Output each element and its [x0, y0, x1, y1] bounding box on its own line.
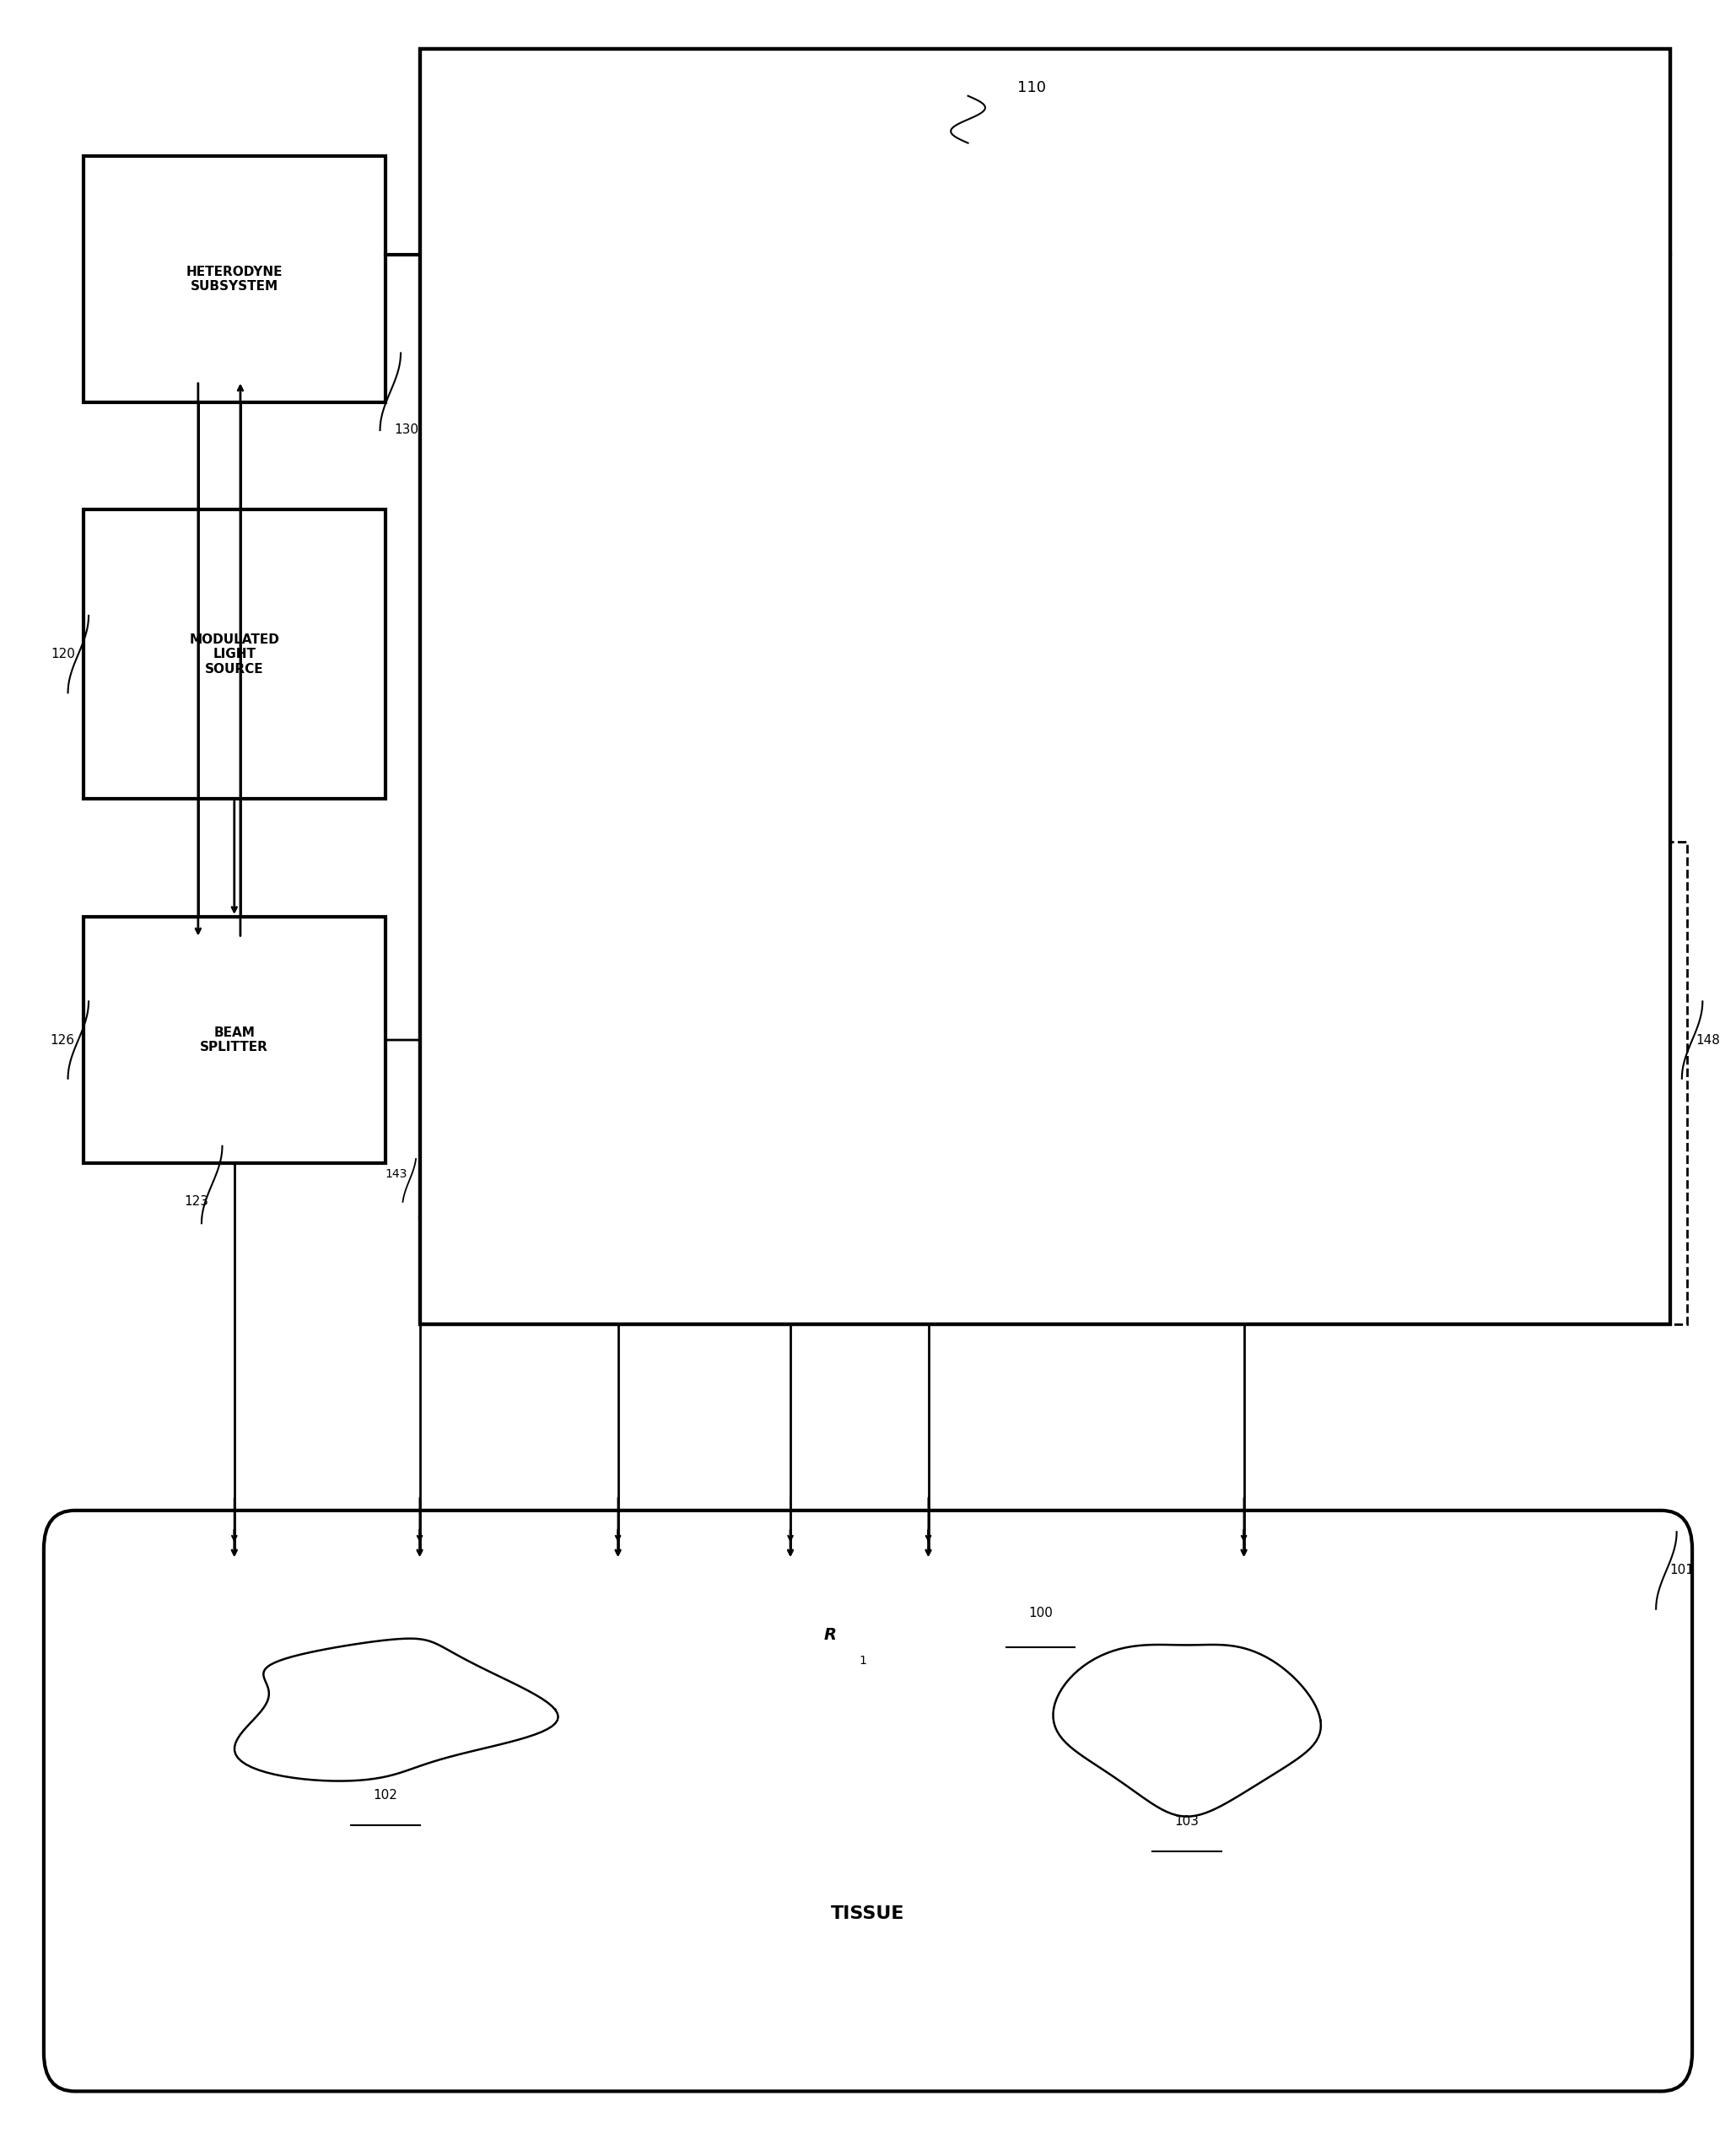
Text: 126: 126 — [50, 1034, 75, 1047]
FancyBboxPatch shape — [420, 50, 1670, 1323]
Text: MODULATED
LIGHT
SOURCE: MODULATED LIGHT SOURCE — [189, 634, 279, 675]
Text: 103: 103 — [1175, 1815, 1200, 1827]
Text: EMISSION
SENSOR(S): EMISSION SENSOR(S) — [1095, 1026, 1175, 1054]
Text: 1: 1 — [859, 1655, 866, 1666]
FancyBboxPatch shape — [83, 916, 385, 1164]
Text: 160: 160 — [733, 573, 762, 588]
Text: 110: 110 — [1017, 80, 1047, 95]
Text: 143: 143 — [894, 1252, 917, 1265]
Text: 166: 166 — [1194, 590, 1222, 603]
Text: PROCESSOR: PROCESSOR — [700, 496, 795, 511]
Text: INPUT
DEVICE: INPUT DEVICE — [773, 211, 825, 239]
Text: 143: 143 — [385, 1168, 408, 1181]
FancyBboxPatch shape — [83, 509, 385, 800]
Text: 100: 100 — [1028, 1608, 1052, 1621]
Text: REFERENCE
SENSOR: REFERENCE SENSOR — [637, 1026, 720, 1054]
Text: 140: 140 — [1295, 1259, 1321, 1269]
Text: TISSUE: TISSUE — [832, 1905, 904, 1922]
Text: OUTPUT
DEVICE: OUTPUT DEVICE — [1210, 211, 1269, 239]
Text: . . .: . . . — [1066, 1295, 1101, 1310]
Text: 127: 127 — [481, 884, 505, 894]
Text: BEAM
SPLITTER: BEAM SPLITTER — [200, 1026, 269, 1054]
FancyBboxPatch shape — [514, 916, 842, 1164]
FancyBboxPatch shape — [1083, 435, 1333, 681]
FancyBboxPatch shape — [929, 843, 1687, 1323]
Text: 143: 143 — [1210, 1265, 1233, 1276]
Text: 162: 162 — [620, 338, 644, 351]
Text: 130: 130 — [394, 425, 418, 437]
FancyBboxPatch shape — [83, 155, 385, 403]
Text: HETERODYNE
SUBSYSTEM: HETERODYNE SUBSYSTEM — [186, 265, 283, 293]
Text: 148: 148 — [1696, 1034, 1720, 1047]
FancyBboxPatch shape — [972, 916, 1299, 1164]
Text: 143: 143 — [583, 1205, 606, 1218]
Text: R: R — [825, 1627, 837, 1642]
FancyBboxPatch shape — [514, 371, 1385, 713]
Text: 123: 123 — [184, 1196, 208, 1209]
Text: MEMORY: MEMORY — [1177, 513, 1241, 526]
Text: 120: 120 — [50, 649, 75, 662]
FancyBboxPatch shape — [653, 134, 946, 317]
Text: 164: 164 — [1059, 338, 1083, 351]
Text: DETECTION
SUBSYSTEM: DETECTION SUBSYSTEM — [1264, 1149, 1352, 1177]
Text: 128: 128 — [531, 1185, 556, 1198]
Text: 101: 101 — [1670, 1565, 1694, 1577]
FancyBboxPatch shape — [43, 1511, 1693, 2090]
Text: 102: 102 — [373, 1789, 398, 1802]
FancyBboxPatch shape — [420, 50, 1670, 1323]
FancyBboxPatch shape — [1092, 134, 1385, 317]
Text: 143: 143 — [757, 1231, 778, 1243]
